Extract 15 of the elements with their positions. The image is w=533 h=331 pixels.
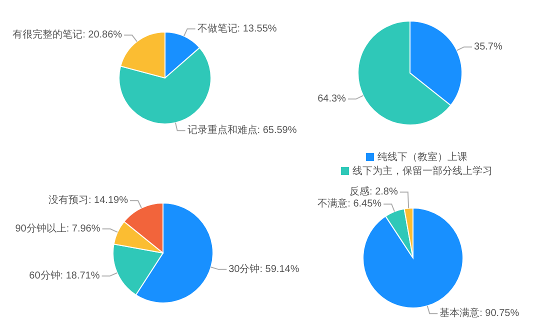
slice-label: 60分钟: 18.71% [29, 270, 100, 282]
slice-label: 有很完整的笔记: 20.86% [12, 28, 122, 41]
pie-slice [362, 208, 464, 308]
data-label: 64.3% [318, 94, 346, 105]
slice-label: 基本满意: 90.75% [440, 307, 520, 320]
slice-label: 反感: 2.8% [350, 186, 398, 198]
slice-label: 30分钟: 59.14% [228, 262, 300, 275]
legend-label: 纯线下（教室）上课 [378, 152, 468, 163]
slice-label: 没有预习: 14.19% [48, 194, 128, 206]
slice-label: 90分钟以上: 7.96% [15, 222, 100, 234]
data-label: 35.7% [474, 41, 503, 52]
slice-label: 记录重点和难点: 65.59% [187, 124, 297, 136]
slice-label: 不满意: 6.45% [318, 198, 382, 210]
slice-label: 不做笔记: 13.55% [197, 22, 277, 34]
legend-label: 线下为主，保留一部分线上学习 [352, 166, 492, 177]
